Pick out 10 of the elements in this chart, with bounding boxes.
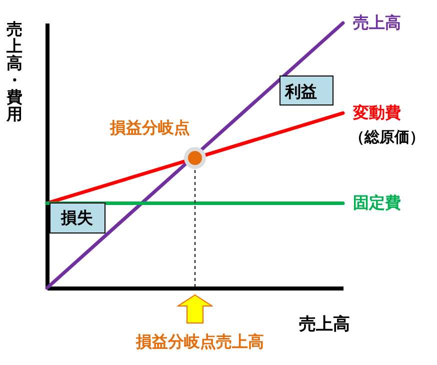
x-axis-title: 売上高 <box>299 314 350 334</box>
text: 損益分岐点売上高 <box>135 332 264 351</box>
annotation: 損失 <box>60 208 93 227</box>
text: （総原価） <box>350 128 424 146</box>
y-axis-title: 売上高・費用 <box>6 20 22 124</box>
series-label: 変動費 <box>352 103 401 122</box>
series-label: 固定費 <box>353 193 401 212</box>
annotation: 損益分岐点 <box>109 118 190 137</box>
series-label: 売上高 <box>353 13 401 32</box>
annotation: 利益 <box>284 82 317 101</box>
